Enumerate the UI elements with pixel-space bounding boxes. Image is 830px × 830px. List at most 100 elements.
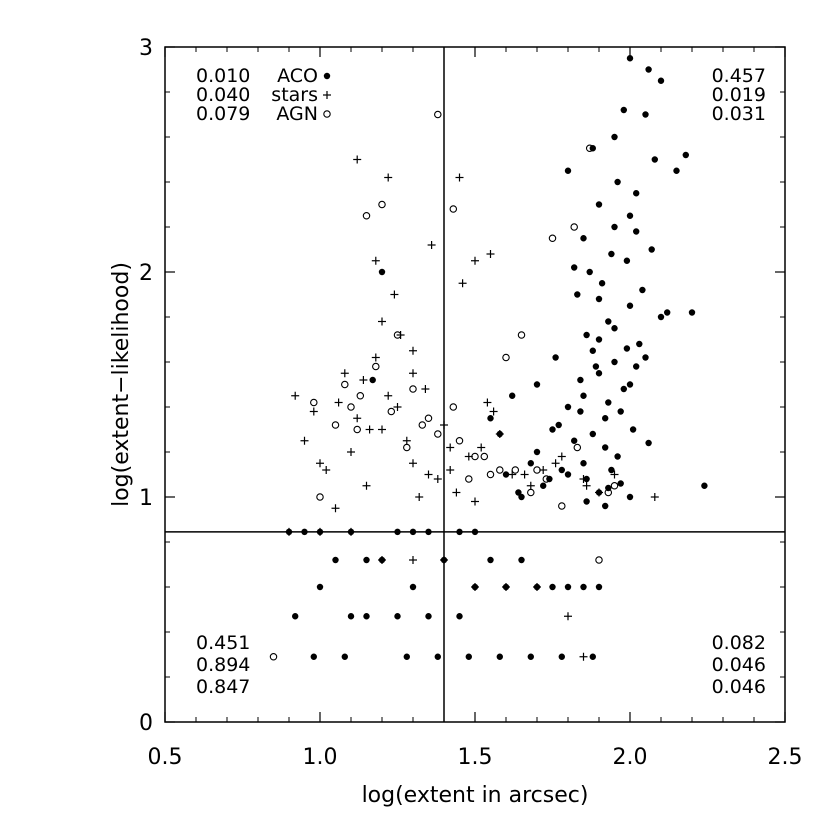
- stars-point: [353, 414, 362, 423]
- lower-left-fraction: 0.847: [196, 676, 250, 698]
- aco-point: [434, 653, 441, 660]
- aco-point: [623, 345, 631, 352]
- stars-point: [471, 256, 479, 265]
- aco-point: [518, 556, 525, 564]
- aco-point: [586, 268, 593, 276]
- aco-point: [369, 376, 376, 384]
- upper-right-fraction: 0.457: [712, 65, 766, 87]
- agn-point: [517, 331, 526, 339]
- aco-point: [673, 167, 680, 174]
- agn-point: [573, 443, 582, 452]
- aco-point: [533, 381, 541, 388]
- aco-point: [515, 489, 522, 496]
- aco-point: [456, 613, 463, 620]
- x-tick-label: 1.5: [458, 745, 493, 770]
- aco-point: [394, 528, 401, 536]
- stars-point: [300, 436, 309, 445]
- stars-point: [502, 583, 510, 591]
- aco-point: [611, 223, 618, 231]
- agn-point: [387, 407, 396, 416]
- aco-point: [617, 408, 624, 415]
- agn-point: [595, 556, 603, 564]
- y-tick-label: 3: [139, 36, 153, 61]
- aco-point: [614, 178, 621, 186]
- stars-point: [452, 488, 461, 497]
- aco-point: [602, 415, 609, 422]
- legend-fraction: 0.010: [196, 65, 250, 87]
- stars-point: [526, 481, 535, 490]
- upper-right-fraction: 0.031: [712, 103, 766, 125]
- agn-point: [511, 466, 520, 474]
- agn-point: [316, 493, 324, 501]
- agn-point: [341, 380, 349, 389]
- aco-point: [316, 583, 324, 591]
- aco-point: [558, 653, 565, 660]
- stars-point: [378, 556, 386, 564]
- aco-point: [409, 583, 417, 591]
- aco-point: [487, 415, 494, 422]
- agn-point: [585, 144, 594, 153]
- aco-point: [633, 228, 640, 235]
- x-tick-label: 2.0: [613, 745, 648, 770]
- aco-point: [425, 528, 432, 536]
- agn-point: [480, 452, 489, 461]
- x-tick-label: 0.5: [148, 745, 183, 770]
- stars-point: [291, 391, 300, 400]
- stars-point: [564, 612, 572, 621]
- aco-point: [626, 302, 634, 309]
- stars-point: [353, 155, 362, 164]
- aco-point: [465, 653, 472, 660]
- stars-point: [520, 470, 529, 479]
- y-tick-label: 2: [139, 261, 153, 286]
- stars-point: [362, 481, 371, 490]
- stars-point: [415, 493, 424, 501]
- stars-point: [579, 475, 588, 483]
- agn-point: [542, 475, 551, 483]
- aco-point: [701, 482, 708, 489]
- stars-point: [483, 398, 492, 407]
- aco-point: [633, 190, 640, 197]
- agn-point: [533, 466, 541, 474]
- stars-point: [331, 504, 340, 513]
- aco-point: [592, 363, 600, 370]
- aco-point: [552, 354, 559, 361]
- aco-point: [645, 66, 652, 73]
- aco-point: [394, 613, 401, 620]
- aco-point: [642, 354, 649, 361]
- aco-point: [378, 268, 386, 276]
- stars-point: [378, 425, 386, 434]
- stars-point: [458, 279, 467, 288]
- aco-point: [595, 583, 603, 591]
- agn-point: [347, 403, 355, 411]
- agn-point: [331, 421, 340, 429]
- aco-point: [555, 421, 562, 429]
- agn-point: [486, 470, 495, 479]
- aco-point: [527, 460, 534, 467]
- stars-point: [477, 443, 486, 452]
- agn-point: [496, 466, 504, 474]
- stars-point: [409, 346, 417, 355]
- aco-point: [595, 295, 603, 303]
- stars-point: [322, 466, 331, 474]
- stars-point: [309, 407, 318, 416]
- stars-point: [409, 459, 417, 468]
- aco-point: [623, 257, 631, 264]
- legend-name: AGN: [276, 103, 318, 125]
- stars-point: [384, 173, 393, 182]
- stars-point: [582, 481, 591, 490]
- aco-point: [611, 325, 618, 332]
- y-tick-label: 1: [139, 486, 153, 511]
- agn-point: [471, 452, 479, 461]
- aco-point: [602, 444, 609, 451]
- stars-point: [440, 421, 448, 429]
- aco-point: [626, 493, 634, 501]
- stars-point: [495, 430, 504, 438]
- stars-point: [533, 583, 541, 591]
- agn-point: [372, 362, 380, 371]
- aco-point: [425, 613, 432, 620]
- aco-point: [502, 471, 510, 478]
- agn-point: [353, 425, 361, 434]
- plot-frame-layer: [164, 46, 786, 723]
- stars-point: [579, 652, 588, 661]
- agn-point: [409, 385, 417, 393]
